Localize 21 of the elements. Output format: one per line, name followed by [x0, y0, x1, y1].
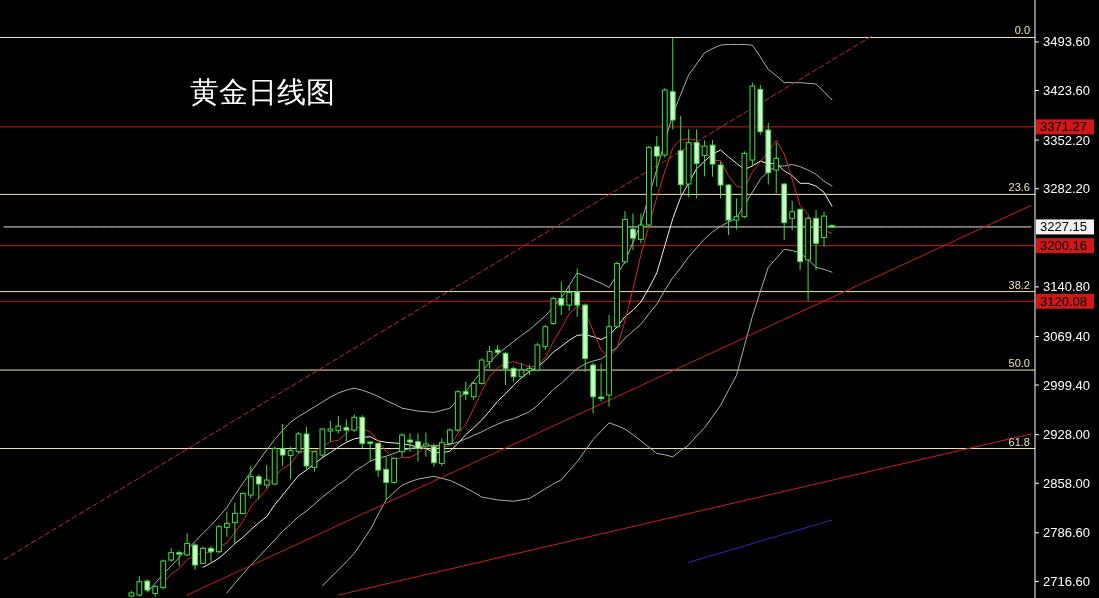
- y-tick-label: 3140.80: [1043, 279, 1090, 295]
- y-tick-label: 2999.40: [1043, 377, 1090, 393]
- y-tick-label: 3423.60: [1043, 83, 1090, 99]
- y-tick-label: 3282.20: [1043, 181, 1090, 197]
- y-tick-label: 2716.60: [1043, 573, 1090, 589]
- y-tick-label: 3069.40: [1043, 328, 1090, 344]
- annotation: 38.2: [1008, 278, 1030, 291]
- y-tick-label: 3493.60: [1043, 34, 1090, 50]
- annotation: 50.0: [1008, 357, 1030, 370]
- y-tick-label: 2858.00: [1043, 475, 1090, 491]
- y-tick-label: 3352.20: [1043, 132, 1090, 148]
- price-label: 3120.08: [1036, 293, 1094, 309]
- annotation: 0.0: [1014, 24, 1030, 37]
- price-label: 3371.27: [1036, 119, 1094, 135]
- y-tick-label: 2928.00: [1043, 427, 1090, 443]
- annotation: 23.6: [1008, 181, 1030, 194]
- y-tick-label: 2786.60: [1043, 525, 1090, 541]
- title: 黄金日线图: [190, 75, 335, 109]
- annotation: 61.8: [1008, 435, 1030, 448]
- price-label: 3200.16: [1036, 238, 1094, 254]
- price-label: 3227.15: [1036, 219, 1094, 235]
